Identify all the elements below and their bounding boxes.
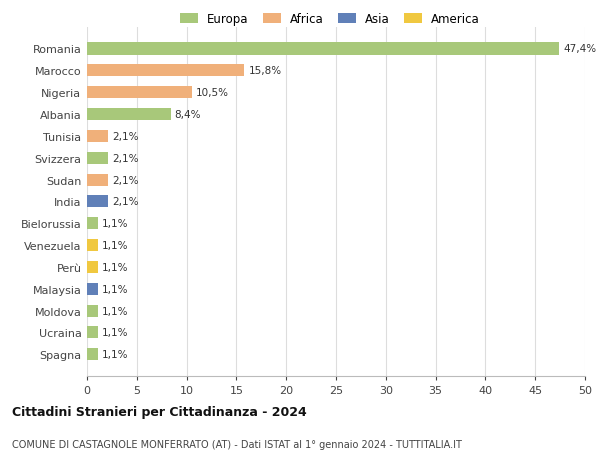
Text: 1,1%: 1,1% bbox=[102, 284, 128, 294]
Bar bbox=[87, 218, 98, 230]
Text: 1,1%: 1,1% bbox=[102, 306, 128, 316]
Bar bbox=[87, 261, 98, 274]
Bar bbox=[87, 87, 191, 99]
Text: 1,1%: 1,1% bbox=[102, 328, 128, 338]
Bar bbox=[87, 130, 108, 143]
Text: 2,1%: 2,1% bbox=[112, 153, 139, 163]
Text: 47,4%: 47,4% bbox=[563, 45, 596, 54]
Text: 1,1%: 1,1% bbox=[102, 350, 128, 359]
Bar bbox=[87, 196, 108, 208]
Bar bbox=[87, 152, 108, 164]
Bar bbox=[87, 305, 98, 317]
Bar bbox=[87, 44, 559, 56]
Text: 1,1%: 1,1% bbox=[102, 219, 128, 229]
Bar bbox=[87, 283, 98, 295]
Text: 2,1%: 2,1% bbox=[112, 197, 139, 207]
Text: 2,1%: 2,1% bbox=[112, 175, 139, 185]
Text: Cittadini Stranieri per Cittadinanza - 2024: Cittadini Stranieri per Cittadinanza - 2… bbox=[12, 405, 307, 419]
Text: 8,4%: 8,4% bbox=[175, 110, 201, 120]
Bar bbox=[87, 174, 108, 186]
Legend: Europa, Africa, Asia, America: Europa, Africa, Asia, America bbox=[178, 11, 482, 28]
Text: 1,1%: 1,1% bbox=[102, 263, 128, 272]
Bar bbox=[87, 327, 98, 339]
Text: 1,1%: 1,1% bbox=[102, 241, 128, 251]
Text: 15,8%: 15,8% bbox=[248, 66, 281, 76]
Text: COMUNE DI CASTAGNOLE MONFERRATO (AT) - Dati ISTAT al 1° gennaio 2024 - TUTTITALI: COMUNE DI CASTAGNOLE MONFERRATO (AT) - D… bbox=[12, 440, 462, 449]
Bar bbox=[87, 65, 244, 77]
Bar bbox=[87, 348, 98, 360]
Text: 10,5%: 10,5% bbox=[196, 88, 229, 98]
Bar bbox=[87, 240, 98, 252]
Text: 2,1%: 2,1% bbox=[112, 132, 139, 141]
Bar bbox=[87, 109, 170, 121]
